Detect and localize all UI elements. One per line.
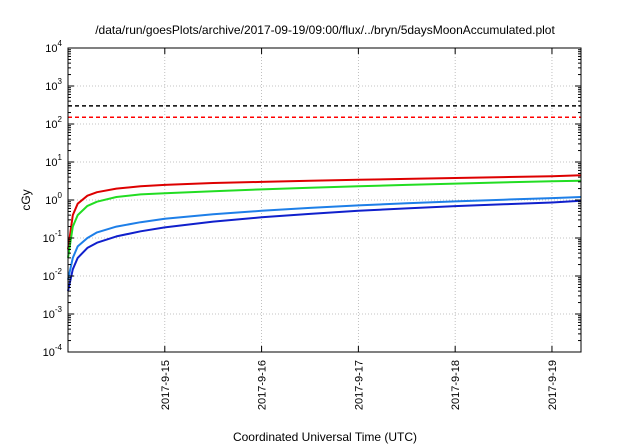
y-tick-exponent: -1 [55,229,63,238]
x-axis-label: Coordinated Universal Time (UTC) [233,430,417,444]
y-tick-label: 102 [45,115,62,131]
y-axis-label: cGy [19,189,33,210]
y-tick-label: 103 [45,77,62,93]
x-tick-label: 2017-9-15 [160,360,172,410]
x-tick-label: 2017-9-18 [450,360,462,410]
y-tick-label: 10-2 [43,267,63,283]
y-tick-base: 10 [43,233,55,245]
y-tick-label: 10-3 [43,305,63,321]
x-tick-label: 2017-9-16 [257,360,269,410]
reference-lines [68,105,581,119]
y-tick-label: 101 [45,153,62,169]
y-tick-base: 10 [45,43,57,55]
y-tick-exponent: -4 [55,343,63,352]
y-tick-exponent: -3 [55,305,63,314]
y-tick-base: 10 [45,157,57,169]
y-tick-exponent: 4 [58,39,63,48]
x-tick-label: 2017-9-19 [547,360,559,410]
series-line [67,174,582,250]
y-tick-label: 100 [45,191,62,207]
y-tick-base: 10 [43,309,55,321]
series-line [67,179,582,259]
y-tick-exponent: 1 [58,153,63,162]
y-tick-exponent: 3 [58,77,63,86]
y-tick-exponent: 0 [58,191,63,200]
y-tick-label: 10-1 [43,229,63,245]
chart-title: /data/run/goesPlots/archive/2017-09-19/0… [95,23,555,37]
y-tick-exponent: 2 [58,115,63,124]
y-tick-base: 10 [45,81,57,93]
y-tick-base: 10 [43,271,55,283]
y-tick-exponent: -2 [55,267,63,276]
series-line [67,199,582,292]
x-tick-label: 2017-9-17 [353,360,365,410]
y-tick-base: 10 [45,119,57,131]
series-line [67,196,582,280]
y-tick-base: 10 [45,195,57,207]
x-axis-ticks: 2017-9-15 2017-9-16 2017-9-17 2017-9-18 2017… [160,48,559,410]
y-tick-label: 104 [45,39,62,55]
y-tick-label: 10-4 [43,343,63,359]
series-lines [67,174,582,292]
y-tick-base: 10 [43,347,55,359]
